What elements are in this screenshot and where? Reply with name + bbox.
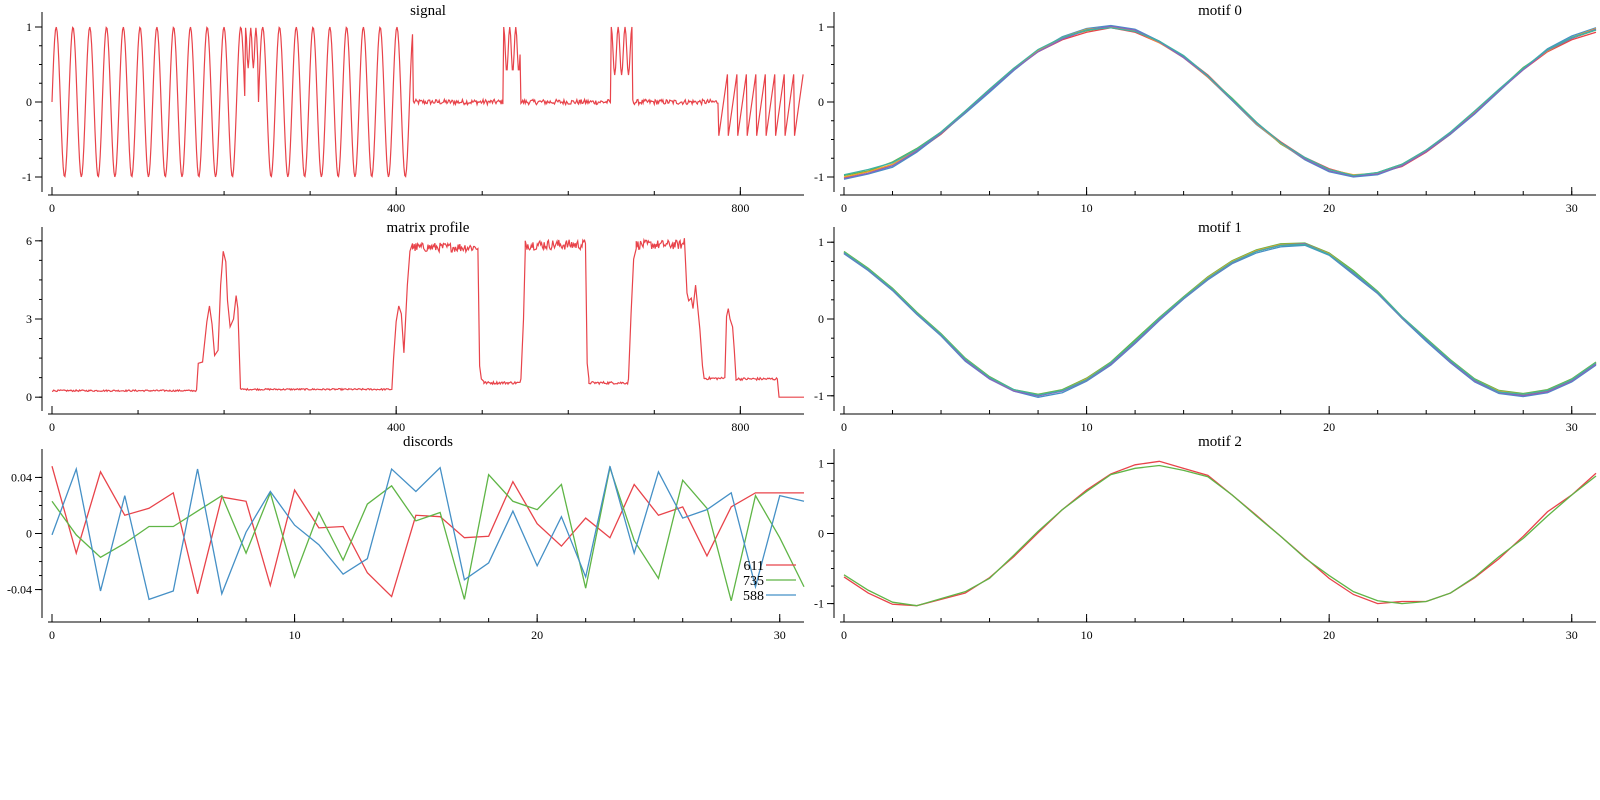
discords-y-tick-label: -0.04 xyxy=(7,583,32,597)
matrix-profile-y-tick-label: 3 xyxy=(26,312,32,326)
signal-panel: signal -1 0 1 0 400 800 xyxy=(22,3,804,215)
signal-x-tick-label: 400 xyxy=(387,201,405,215)
signal-series-line xyxy=(51,26,804,178)
signal-y-tick-label: 0 xyxy=(26,95,32,109)
motif-2-series-1-line xyxy=(843,464,1597,607)
motif-1-y-tick-label: 0 xyxy=(818,312,824,326)
motif-2-y-tick-label: 1 xyxy=(818,456,824,470)
motif-1-series-4-line xyxy=(843,243,1597,397)
signal-y-tick-label: -1 xyxy=(22,170,32,184)
discords-y-tick-label: 0.04 xyxy=(11,470,32,484)
motif-2-series-0-line xyxy=(843,460,1597,607)
legend-label-611: 611 xyxy=(744,559,764,574)
motif-2-x-tick-label: 0 xyxy=(841,628,847,642)
legend-label-735: 735 xyxy=(743,574,764,589)
discords-series-735-line xyxy=(51,465,805,601)
legend-label-588: 588 xyxy=(743,589,764,604)
motif-1-x-tick-label: 20 xyxy=(1323,420,1335,434)
motif-0-x-tick-label: 20 xyxy=(1323,201,1335,215)
matrix-profile-title: matrix profile xyxy=(387,220,470,236)
matrix-profile-y-tick-label: 0 xyxy=(26,390,32,404)
signal-x-tick-label: 0 xyxy=(49,201,55,215)
motif-0-series-3-line xyxy=(843,26,1597,178)
motif-0-y-tick-label: 1 xyxy=(818,20,824,34)
signal-y-tick-label: 1 xyxy=(26,20,32,34)
motif-1-series-5-line xyxy=(843,243,1597,396)
motif-2-y-tick-label: -1 xyxy=(814,597,824,611)
signal-title: signal xyxy=(410,3,446,19)
motif-0-series-1-line xyxy=(843,26,1597,177)
motif-0-x-tick-label: 10 xyxy=(1081,201,1093,215)
matrix-profile-x-tick-label: 800 xyxy=(731,420,749,434)
motif-1-x-tick-label: 0 xyxy=(841,420,847,434)
motif-2-y-tick-label: 0 xyxy=(818,527,824,541)
motif-0-x-tick-label: 30 xyxy=(1566,201,1578,215)
motif-1-y-tick-label: -1 xyxy=(814,389,824,403)
discords-series-611-line xyxy=(51,466,804,598)
motif-0-y-tick-label: -1 xyxy=(814,170,824,184)
motif-1-series-3-line xyxy=(843,243,1597,396)
matrix-profile-y-tick-label: 6 xyxy=(26,234,32,248)
motif-1-title: motif 1 xyxy=(1198,220,1242,236)
motif-0-series-2-line xyxy=(843,24,1597,180)
motif-1-x-tick-label: 30 xyxy=(1566,420,1578,434)
motif-1-x-tick-label: 10 xyxy=(1081,420,1093,434)
motif-0-title: motif 0 xyxy=(1198,3,1242,19)
matrix-profile-x-tick-label: 400 xyxy=(387,420,405,434)
motif-2-title: motif 2 xyxy=(1198,434,1242,450)
matrix-profile-panel: matrix profile 0 3 6 0 400 800 xyxy=(26,220,804,434)
discords-x-tick-label: 30 xyxy=(774,628,786,642)
motif-0-y-tick-label: 0 xyxy=(818,95,824,109)
signal-x-tick-label: 800 xyxy=(731,201,749,215)
matrix-profile-x-tick-label: 0 xyxy=(49,420,55,434)
discords-y-tick-label: 0 xyxy=(26,527,32,541)
motif-0-series-4-line xyxy=(843,25,1597,180)
matrix-profile-series-line xyxy=(51,237,804,398)
motif-0-series-5-line xyxy=(843,27,1597,177)
motif-0-x-tick-label: 0 xyxy=(841,201,847,215)
discords-title: discords xyxy=(403,434,453,450)
motif-1-y-tick-label: 1 xyxy=(818,235,824,249)
motif-2-x-tick-label: 30 xyxy=(1566,628,1578,642)
discords-x-tick-label: 20 xyxy=(531,628,543,642)
motif-2-x-tick-label: 10 xyxy=(1081,628,1093,642)
discords-series-588-line xyxy=(51,466,805,601)
motif-1-series-0-line xyxy=(843,243,1597,397)
motif-2-x-tick-label: 20 xyxy=(1323,628,1335,642)
discords-x-tick-label: 0 xyxy=(49,628,55,642)
motif-1-series-1-line xyxy=(843,242,1597,395)
discords-x-tick-label: 10 xyxy=(289,628,301,642)
